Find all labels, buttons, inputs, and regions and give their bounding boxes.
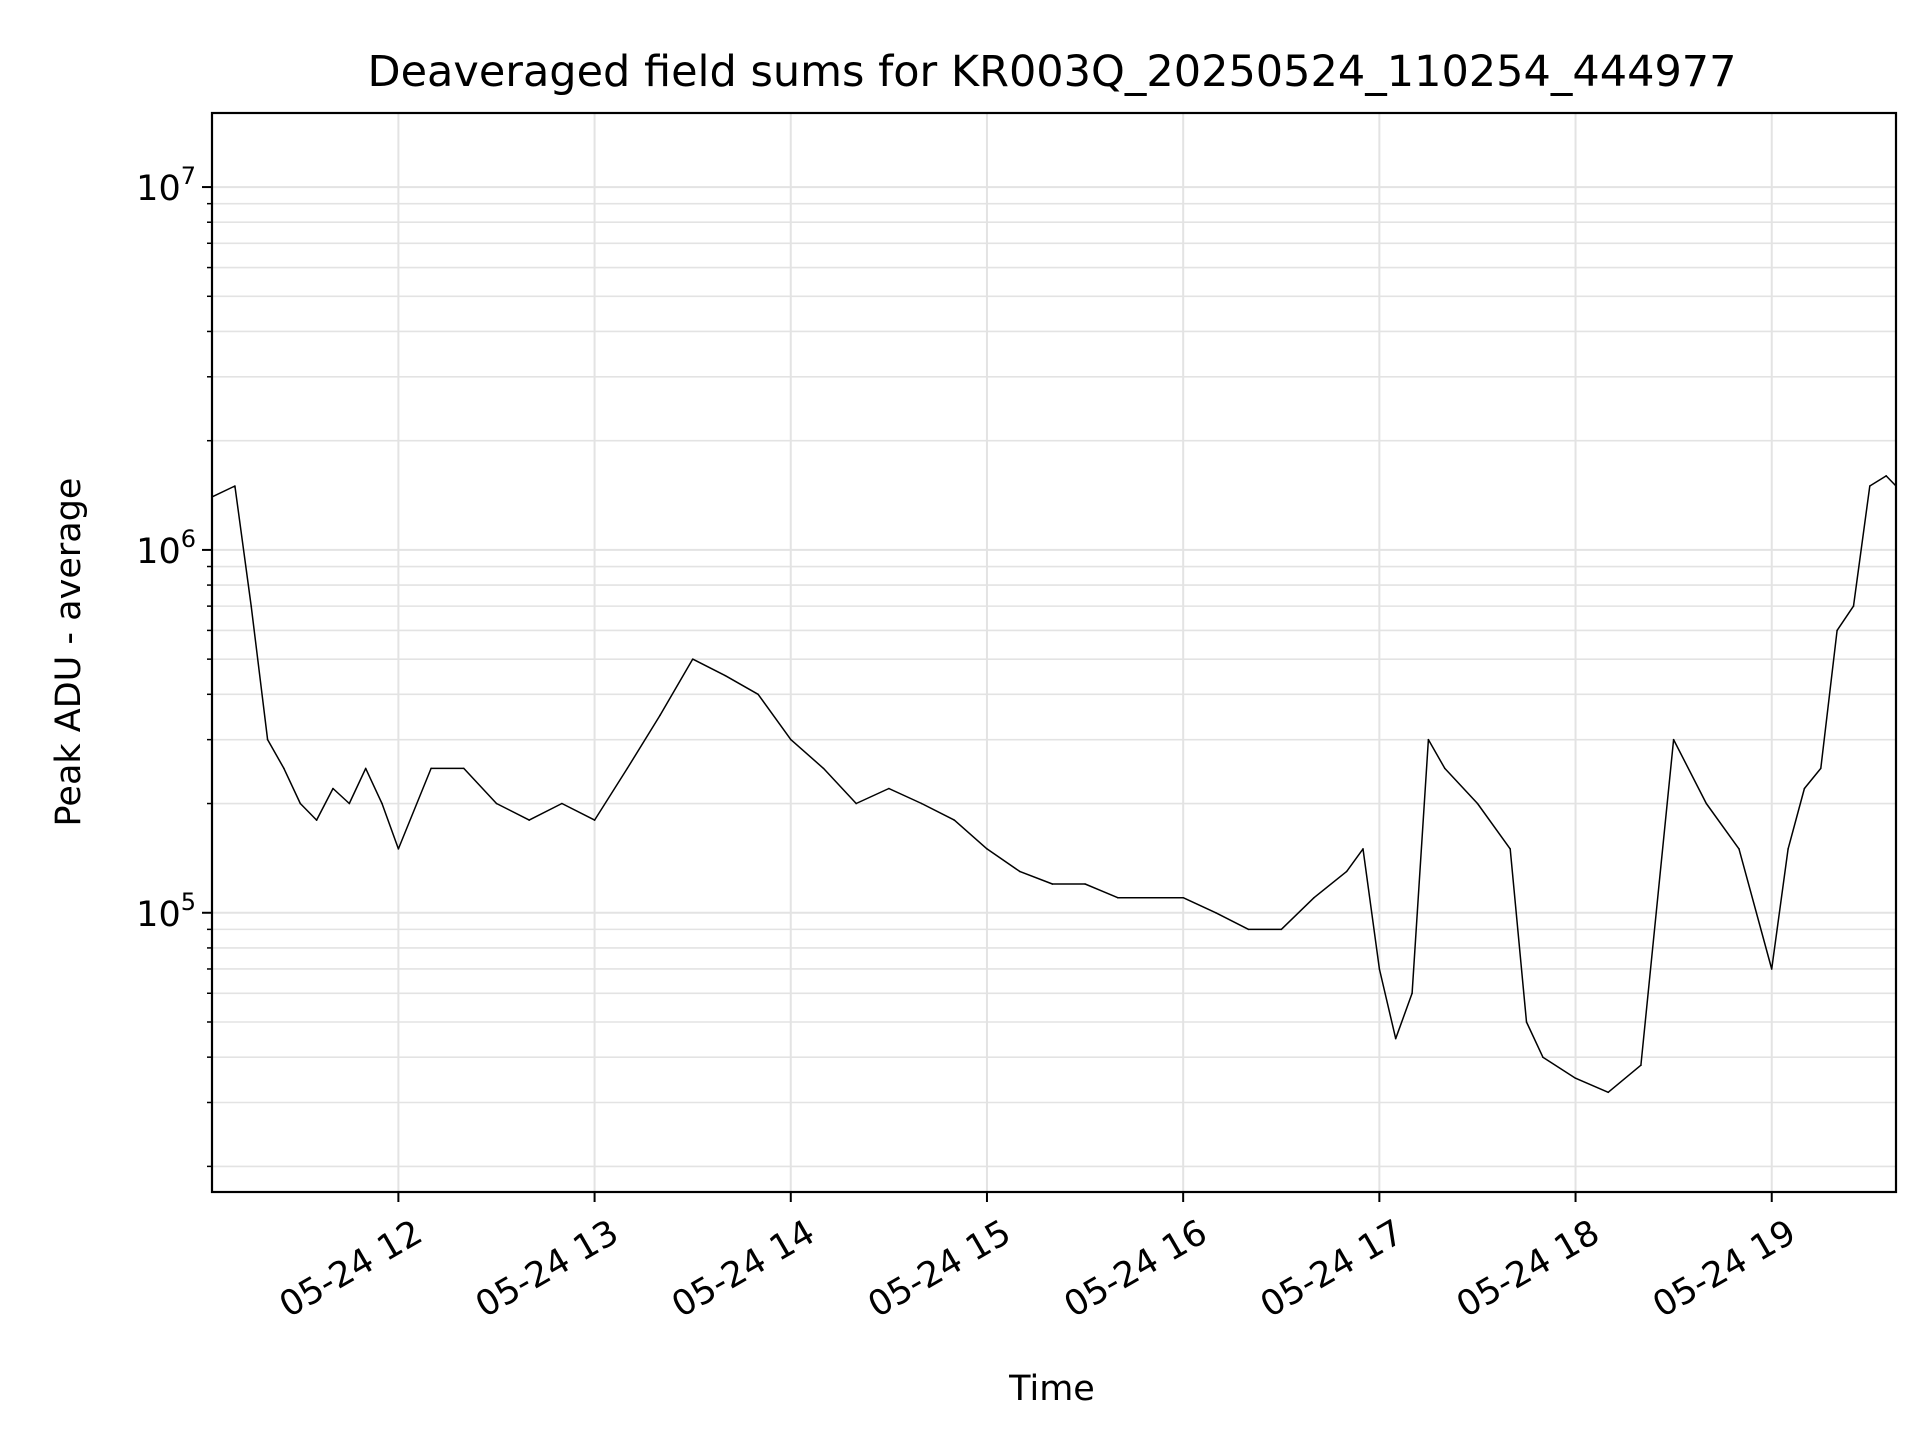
- data-point: [986, 848, 988, 850]
- data-point: [626, 767, 629, 770]
- data-point: [1443, 767, 1446, 770]
- data-point: [1770, 968, 1773, 970]
- data-point: [348, 802, 351, 805]
- data-point: [397, 848, 400, 850]
- data-point: [1836, 629, 1838, 632]
- y-tick-label-base: 10: [136, 169, 181, 209]
- data-point: [1852, 605, 1855, 607]
- chart-title: Deaveraged field sums for KR003Q_2025052…: [367, 47, 1736, 97]
- data-point: [1182, 896, 1184, 899]
- data-point: [920, 802, 923, 805]
- data-point: [1247, 928, 1250, 931]
- data-point: [332, 787, 334, 790]
- data-point: [1885, 475, 1887, 477]
- data-point: [1378, 968, 1381, 970]
- data-point: [299, 802, 302, 805]
- data-point: [250, 605, 253, 607]
- data-point: [430, 767, 432, 770]
- data-point: [1525, 1021, 1528, 1023]
- y-tick-label: 107: [136, 162, 196, 209]
- data-point: [1018, 870, 1021, 873]
- data-point: [659, 714, 661, 717]
- data-point: [234, 485, 236, 487]
- data-point: [888, 787, 890, 790]
- data-point: [1427, 738, 1430, 741]
- data-point: [855, 802, 857, 805]
- data-point: [1803, 787, 1806, 790]
- data-point: [1574, 1077, 1577, 1080]
- data-point: [1819, 767, 1822, 770]
- data-point: [1362, 848, 1364, 850]
- y-tick-label: 106: [136, 525, 196, 572]
- data-point: [1051, 883, 1054, 885]
- data-point: [1509, 848, 1511, 850]
- data-point: [1313, 896, 1315, 899]
- data-point: [1084, 883, 1086, 885]
- data-point: [1116, 896, 1119, 899]
- data-point: [593, 819, 596, 821]
- data-point: [1640, 1064, 1642, 1067]
- data-point: [495, 802, 498, 805]
- data-point: [691, 658, 694, 660]
- data-point: [1705, 802, 1708, 805]
- data-point: [283, 767, 285, 770]
- data-point: [1672, 738, 1675, 741]
- data-point: [364, 767, 367, 770]
- data-point: [789, 738, 792, 741]
- data-point: [1787, 848, 1789, 850]
- y-tick-label-exponent: 6: [181, 525, 196, 553]
- data-point: [381, 802, 383, 805]
- data-point: [561, 802, 563, 805]
- data-point: [1280, 928, 1283, 931]
- y-axis-label: Peak ADU - average: [49, 478, 89, 827]
- y-tick-label-base: 10: [136, 532, 181, 572]
- series-line: [211, 475, 1897, 1094]
- data-point: [1476, 802, 1479, 805]
- data-point: [1542, 1056, 1544, 1058]
- data-point: [1869, 485, 1871, 487]
- y-tick-label: 105: [136, 888, 196, 935]
- data-point: [315, 819, 318, 821]
- data-point: [528, 819, 530, 821]
- y-tick-label-base: 10: [136, 895, 181, 935]
- y-tick-label-exponent: 5: [181, 888, 196, 916]
- data-point: [1345, 870, 1348, 873]
- grid-lines: [212, 113, 1896, 1192]
- data-point: [822, 767, 825, 770]
- data-point: [462, 767, 465, 770]
- data-point: [1738, 848, 1740, 850]
- data-point: [266, 738, 269, 741]
- x-axis-label: Time: [1008, 1369, 1095, 1409]
- series-layer: [211, 475, 1897, 1094]
- data-point: [1394, 1037, 1397, 1040]
- y-tick-label-exponent: 7: [181, 162, 196, 190]
- data-point: [953, 819, 956, 821]
- data-point: [724, 674, 727, 677]
- data-point: [1149, 896, 1152, 899]
- data-point: [757, 693, 759, 696]
- plot-frame: [210, 111, 1898, 1194]
- data-point: [1607, 1091, 1610, 1094]
- data-point: [1411, 992, 1413, 995]
- data-point: [1215, 911, 1217, 914]
